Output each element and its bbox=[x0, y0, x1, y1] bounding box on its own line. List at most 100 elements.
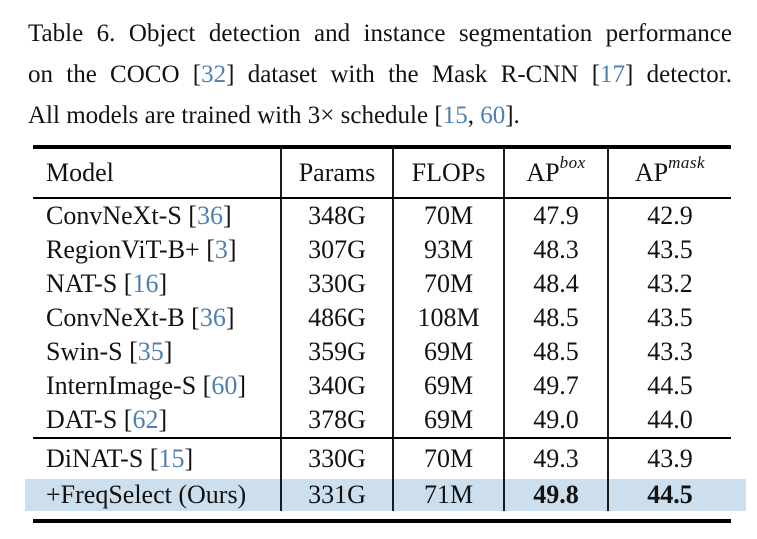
model-name: ] bbox=[158, 269, 168, 298]
header-model: Model bbox=[33, 149, 280, 197]
table-header-row: Model Params FLOPs AP box AP mask bbox=[33, 149, 731, 199]
ap-mask-cell: 43.9 bbox=[607, 439, 731, 479]
cell-value: 42.9 bbox=[647, 201, 693, 230]
flops-cell: 70M bbox=[392, 439, 503, 479]
model-name: ConvNeXt-B [ bbox=[46, 303, 200, 332]
cell-value: 331G bbox=[308, 480, 366, 509]
header-label: AP bbox=[634, 158, 669, 187]
header-params: Params bbox=[280, 149, 392, 197]
citation-link[interactable]: 32 bbox=[201, 61, 227, 88]
citation-link[interactable]: 15 bbox=[442, 102, 468, 129]
flops-cell: 69M bbox=[392, 403, 503, 437]
citation-link[interactable]: 62 bbox=[132, 405, 159, 434]
cell-value: 48.5 bbox=[533, 337, 579, 366]
model-name: +FreqSelect (Ours) bbox=[46, 480, 247, 509]
cell-value: 48.5 bbox=[533, 303, 579, 332]
ap-mask-cell: 42.9 bbox=[607, 199, 731, 233]
header-ap-box: AP box bbox=[503, 149, 607, 197]
paper-page: Table 6. Object detection and instance s… bbox=[0, 13, 757, 523]
header-ap-mask: AP mask bbox=[607, 149, 731, 197]
cell-value: 307G bbox=[308, 235, 366, 264]
flops-cell: 69M bbox=[392, 335, 503, 369]
cell-value: 44.5 bbox=[647, 371, 693, 400]
ap-box-cell: 48.5 bbox=[503, 301, 607, 335]
citation-link[interactable]: 60 bbox=[211, 371, 238, 400]
ap-box-cell: 49.0 bbox=[503, 403, 607, 437]
model-cell: Swin-S [35] bbox=[33, 335, 280, 369]
header-label: FLOPs bbox=[411, 158, 486, 187]
citation-link[interactable]: 3 bbox=[214, 235, 228, 264]
header-label: Model bbox=[46, 158, 114, 187]
ap-box-cell: 48.3 bbox=[503, 233, 607, 267]
model-cell: ConvNeXt-B [36] bbox=[33, 301, 280, 335]
header-superscript: box bbox=[559, 153, 586, 172]
cell-value: 48.3 bbox=[533, 235, 579, 264]
cell-value: 49.0 bbox=[533, 405, 579, 434]
model-name: Swin-S [ bbox=[46, 337, 138, 366]
cell-value: 44.0 bbox=[647, 405, 693, 434]
model-name: NAT-S [ bbox=[46, 269, 133, 298]
flops-cell: 69M bbox=[392, 369, 503, 403]
cell-value: 43.2 bbox=[647, 269, 693, 298]
model-name: ] bbox=[237, 371, 246, 400]
ap-box-cell: 48.5 bbox=[503, 335, 607, 369]
table-row: ConvNeXt-S [36] 348G 70M 47.9 42.9 bbox=[33, 199, 731, 233]
cell-value: 49.8 bbox=[533, 480, 579, 509]
table-row: DiNAT-S [15] 330G 70M 49.3 43.9 bbox=[33, 439, 731, 479]
table-row: +FreqSelect (Ours) 331G 71M 49.8 44.5 bbox=[25, 479, 746, 511]
cell-value: 378G bbox=[308, 405, 366, 434]
ap-box-cell: 49.3 bbox=[503, 439, 607, 479]
cell-value: 70M bbox=[423, 201, 474, 230]
ap-box-cell: 48.4 bbox=[503, 267, 607, 301]
cell-value: 43.5 bbox=[647, 303, 693, 332]
cell-value: 48.4 bbox=[533, 269, 579, 298]
cell-value: 69M bbox=[423, 337, 474, 366]
cell-value: 348G bbox=[308, 201, 366, 230]
table-row: NAT-S [16] 330G 70M 48.4 43.2 bbox=[33, 267, 731, 301]
model-cell: InternImage-S [60] bbox=[33, 369, 280, 403]
cell-value: 71M bbox=[423, 480, 474, 509]
model-cell: NAT-S [16] bbox=[33, 267, 280, 301]
citation-link[interactable]: 16 bbox=[132, 269, 159, 298]
caption-line: Table 6. Object detection and instance s… bbox=[28, 13, 732, 54]
table-group-1: ConvNeXt-S [36] 348G 70M 47.9 42.9 RegionViT-… bbox=[33, 199, 731, 437]
ap-box-cell: 47.9 bbox=[503, 199, 607, 233]
flops-cell: 93M bbox=[392, 233, 503, 267]
results-table: Model Params FLOPs AP box AP mask ConvNeXt-S [… bbox=[25, 145, 746, 523]
citation-link[interactable]: 60 bbox=[480, 102, 506, 129]
params-cell: 348G bbox=[280, 199, 392, 233]
cell-value: 330G bbox=[308, 444, 366, 473]
table-row: RegionViT-B+ [3] 307G 93M 48.3 43.5 bbox=[33, 233, 731, 267]
params-cell: 330G bbox=[280, 439, 392, 479]
ap-box-cell: 49.7 bbox=[503, 369, 607, 403]
model-cell: RegionViT-B+ [3] bbox=[33, 233, 280, 267]
citation-link[interactable]: 35 bbox=[137, 337, 164, 366]
citation-link[interactable]: 15 bbox=[158, 444, 185, 473]
ap-mask-cell: 44.0 bbox=[607, 403, 731, 437]
model-name: InternImage-S [ bbox=[46, 371, 212, 400]
caption-text: All models are trained with 3× schedule … bbox=[28, 102, 443, 129]
model-cell: DAT-S [62] bbox=[33, 403, 280, 437]
model-cell: +FreqSelect (Ours) bbox=[33, 479, 280, 511]
ap-mask-cell: 43.5 bbox=[607, 233, 731, 267]
citation-link[interactable]: 36 bbox=[199, 303, 226, 332]
model-name: ] bbox=[227, 235, 237, 264]
group-separator-rule bbox=[33, 437, 731, 439]
cell-value: 44.5 bbox=[647, 480, 693, 509]
table-row: InternImage-S [60] 340G 69M 49.7 44.5 bbox=[33, 369, 731, 403]
citation-link[interactable]: 17 bbox=[600, 61, 626, 88]
model-name: RegionViT-B+ [ bbox=[46, 235, 215, 264]
cell-value: 330G bbox=[308, 269, 366, 298]
params-cell: 330G bbox=[280, 267, 392, 301]
flops-cell: 70M bbox=[392, 267, 503, 301]
model-name: DAT-S [ bbox=[46, 405, 133, 434]
cell-value: 43.5 bbox=[647, 235, 693, 264]
caption-line: All models are trained with 3× schedule … bbox=[28, 95, 732, 136]
cell-value: 43.3 bbox=[647, 337, 693, 366]
header-label: Params bbox=[298, 158, 376, 187]
model-name: DiNAT-S [ bbox=[46, 444, 159, 473]
header-label: AP bbox=[526, 158, 560, 187]
model-cell: DiNAT-S [15] bbox=[33, 439, 280, 479]
cell-value: 69M bbox=[423, 405, 474, 434]
citation-link[interactable]: 36 bbox=[196, 201, 223, 230]
